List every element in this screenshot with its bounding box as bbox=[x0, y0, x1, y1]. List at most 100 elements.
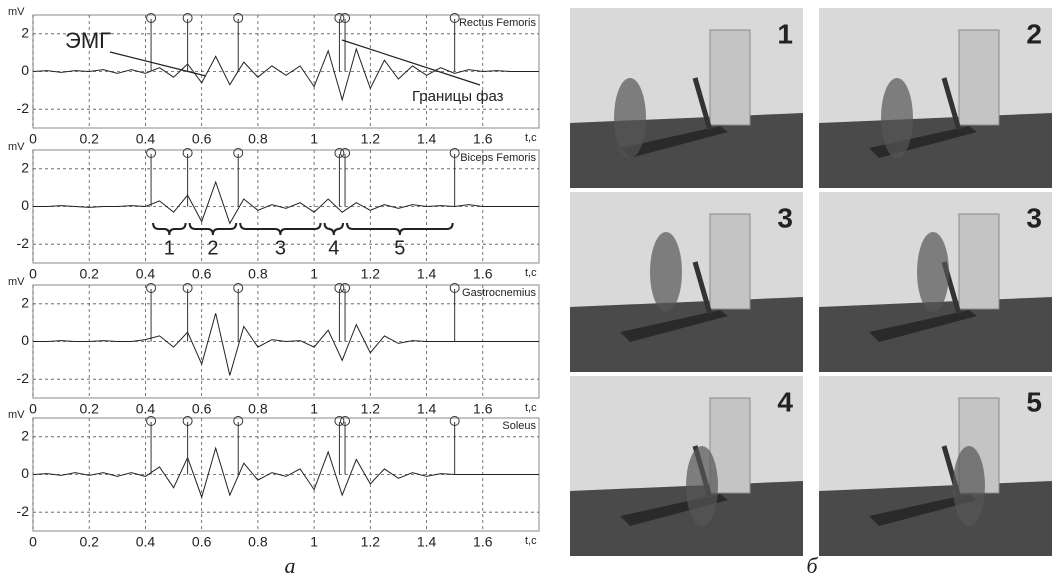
y-tick-label: 0 bbox=[21, 62, 29, 78]
phase-brace bbox=[346, 222, 454, 236]
x-tick-label: 0.4 bbox=[136, 401, 156, 417]
phase-brace bbox=[188, 222, 238, 236]
x-tick-label: 0.6 bbox=[192, 266, 212, 282]
y-tick-label: 2 bbox=[21, 160, 29, 176]
x-tick-label: 1.2 bbox=[361, 534, 381, 550]
boundary-marker bbox=[340, 148, 351, 158]
x-tick-label: 0.2 bbox=[79, 534, 99, 550]
emg-trace bbox=[32, 47, 539, 102]
photo-treadmill bbox=[692, 261, 713, 315]
y-tick-label: -2 bbox=[17, 100, 30, 116]
x-tick-label: 1.2 bbox=[361, 131, 381, 147]
boundary-marker bbox=[340, 283, 351, 293]
boundary-marker bbox=[233, 148, 244, 158]
x-tick-label: 1.4 bbox=[417, 401, 437, 417]
x-tick-label: 0 bbox=[29, 401, 37, 417]
phase-label: 4 bbox=[328, 237, 339, 259]
annotation: Границы фаз bbox=[412, 88, 504, 105]
photo-door bbox=[958, 29, 1000, 126]
x-tick-label: 0.4 bbox=[136, 266, 156, 282]
phase-brace bbox=[323, 222, 345, 236]
x-tick-label: 1.4 bbox=[417, 266, 437, 282]
muscle-label: Rectus Femoris bbox=[459, 17, 537, 29]
x-tick-label: 1 bbox=[310, 131, 318, 147]
y-tick-label: -2 bbox=[17, 503, 30, 519]
boundary-marker bbox=[334, 416, 345, 426]
photo-door bbox=[709, 213, 751, 310]
phase-label: 5 bbox=[394, 237, 405, 259]
panel-caption: б bbox=[806, 553, 818, 578]
muscle-label: Biceps Femoris bbox=[460, 152, 536, 164]
x-tick-label: 0.6 bbox=[192, 131, 212, 147]
boundary-marker bbox=[146, 13, 157, 23]
x-tick-label: 1.2 bbox=[361, 401, 381, 417]
y-tick-label: 0 bbox=[21, 197, 29, 213]
boundary-marker bbox=[182, 148, 193, 158]
x-tick-label: 0.8 bbox=[248, 131, 268, 147]
arrow bbox=[109, 51, 207, 77]
x-tick-label: 0.8 bbox=[248, 266, 268, 282]
photo-label: 3 bbox=[777, 202, 793, 233]
boundary-marker bbox=[233, 13, 244, 23]
y-tick-label: 2 bbox=[21, 25, 29, 41]
x-tick-label: 1 bbox=[310, 534, 318, 550]
photo-door bbox=[709, 29, 751, 126]
muscle-label: Gastrocnemius bbox=[462, 287, 536, 299]
panel-caption: а bbox=[285, 553, 296, 578]
annotation: ЭМГ bbox=[65, 28, 111, 53]
photo-treadmill bbox=[620, 126, 728, 158]
x-tick-label: 1 bbox=[310, 266, 318, 282]
boundary-marker bbox=[146, 283, 157, 293]
x-tick-label: 0 bbox=[29, 266, 37, 282]
photo-floor bbox=[819, 297, 1052, 372]
x-tick-label: 1 bbox=[310, 401, 318, 417]
boundary-marker bbox=[233, 416, 244, 426]
boundary-marker bbox=[182, 283, 193, 293]
x-tick-label: 1.2 bbox=[361, 266, 381, 282]
x-tick-label: 0.6 bbox=[192, 534, 212, 550]
boundary-marker bbox=[233, 283, 244, 293]
x-tick-label: 1.6 bbox=[473, 534, 493, 550]
photo-treadmill bbox=[869, 310, 977, 342]
boundary-marker bbox=[449, 416, 460, 426]
x-tick-label: 1.6 bbox=[473, 266, 493, 282]
x-axis-label: t,c bbox=[525, 402, 537, 414]
photo-floor bbox=[819, 481, 1052, 556]
boundary-marker bbox=[334, 283, 345, 293]
x-axis-label: t,c bbox=[525, 132, 537, 144]
photo-label: 5 bbox=[1026, 386, 1042, 417]
photo-floor bbox=[819, 113, 1052, 188]
photo-person bbox=[917, 232, 949, 312]
boundary-marker bbox=[449, 13, 460, 23]
boundary-marker bbox=[340, 13, 351, 23]
photo-treadmill bbox=[620, 310, 728, 342]
boundary-marker bbox=[146, 416, 157, 426]
photo-label: 3 bbox=[1026, 202, 1042, 233]
phase-label: 1 bbox=[164, 237, 175, 259]
x-tick-label: 1.4 bbox=[417, 534, 437, 550]
photo-treadmill bbox=[692, 77, 713, 131]
x-tick-label: 0 bbox=[29, 534, 37, 550]
photo-person bbox=[881, 78, 913, 158]
x-tick-label: 0 bbox=[29, 131, 37, 147]
photo-floor bbox=[570, 481, 803, 556]
x-axis-label: t,c bbox=[525, 267, 537, 279]
x-tick-label: 0.6 bbox=[192, 401, 212, 417]
photo-person bbox=[686, 446, 718, 526]
boundary-marker bbox=[146, 148, 157, 158]
x-tick-label: 1.4 bbox=[417, 131, 437, 147]
photo-door bbox=[958, 213, 1000, 310]
photo-person bbox=[953, 446, 985, 526]
x-tick-label: 0.4 bbox=[136, 131, 156, 147]
y-axis-label: mV bbox=[8, 276, 25, 288]
y-tick-label: 0 bbox=[21, 465, 29, 481]
y-tick-label: -2 bbox=[17, 370, 30, 386]
x-tick-label: 0.2 bbox=[79, 401, 99, 417]
photo-floor bbox=[570, 297, 803, 372]
x-tick-label: 0.8 bbox=[248, 401, 268, 417]
boundary-marker bbox=[334, 148, 345, 158]
photo-treadmill bbox=[869, 494, 977, 526]
x-axis-label: t,c bbox=[525, 535, 537, 547]
